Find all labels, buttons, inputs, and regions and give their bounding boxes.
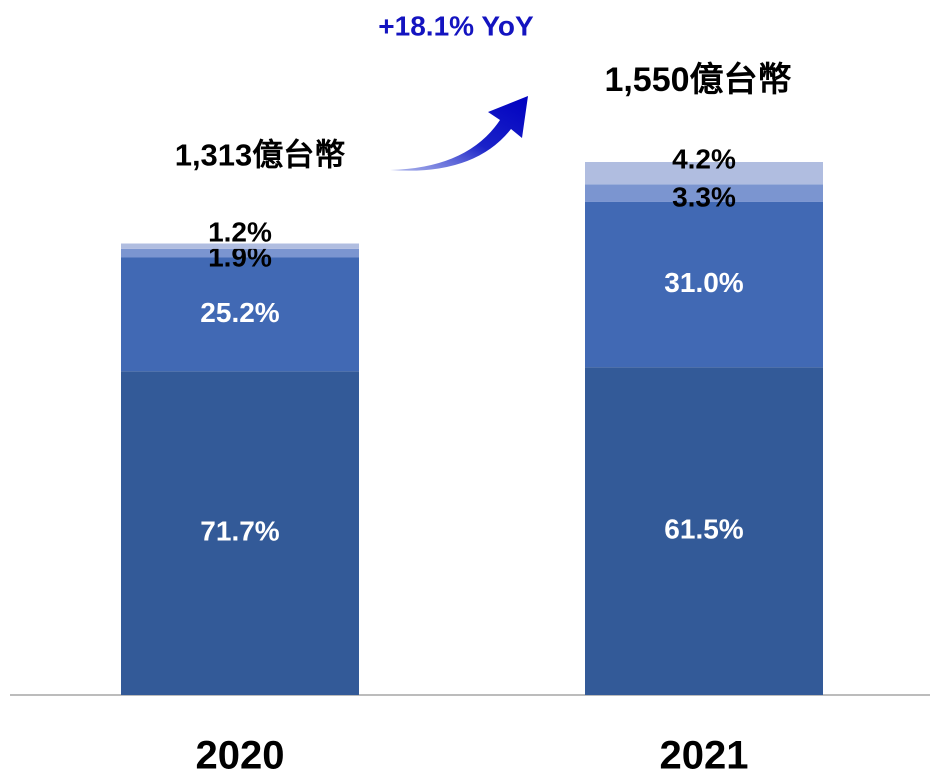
value-label: 4.2% [672, 144, 736, 175]
bar-segment [585, 367, 823, 695]
bar-segment [585, 162, 823, 185]
growth-arrow [390, 96, 528, 171]
value-label: 61.5% [664, 513, 743, 544]
bar-segment [121, 257, 359, 372]
total-label: 1,313億台幣 [175, 138, 346, 173]
value-label: 31.0% [664, 267, 743, 298]
annotation: +18.1% YoY [378, 10, 534, 41]
value-label: 71.7% [200, 516, 279, 547]
value-label: 25.2% [200, 297, 279, 328]
bar-segment [121, 371, 359, 695]
category-label: 2021 [660, 734, 749, 778]
bar-segment [121, 243, 359, 249]
value-label: 1.2% [208, 217, 272, 248]
total-label: 1,550億台幣 [604, 61, 791, 99]
bar-segment [585, 184, 823, 202]
bar-segment [121, 248, 359, 258]
category-label: 2020 [196, 734, 285, 778]
bar-segment [585, 201, 823, 368]
value-label: 3.3% [672, 182, 736, 213]
